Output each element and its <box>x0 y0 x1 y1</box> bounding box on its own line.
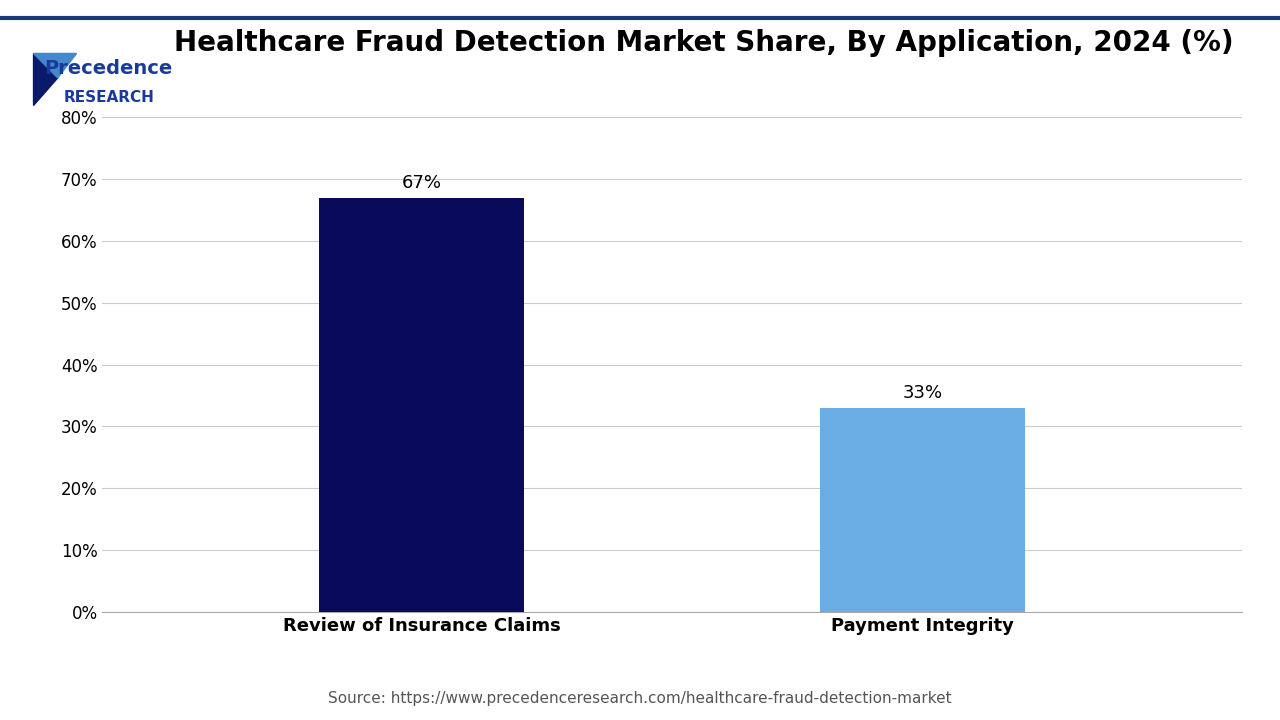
Bar <box>820 408 1025 612</box>
Text: Precedence: Precedence <box>45 59 173 78</box>
Polygon shape <box>33 53 77 78</box>
Text: RESEARCH: RESEARCH <box>64 90 154 104</box>
Text: 67%: 67% <box>402 174 442 192</box>
Text: 33%: 33% <box>902 384 942 402</box>
Text: Source: https://www.precedenceresearch.com/healthcare-fraud-detection-market: Source: https://www.precedenceresearch.c… <box>328 691 952 706</box>
Polygon shape <box>33 53 58 105</box>
Bar <box>319 198 524 612</box>
Text: Healthcare Fraud Detection Market Share, By Application, 2024 (%): Healthcare Fraud Detection Market Share,… <box>174 30 1234 57</box>
